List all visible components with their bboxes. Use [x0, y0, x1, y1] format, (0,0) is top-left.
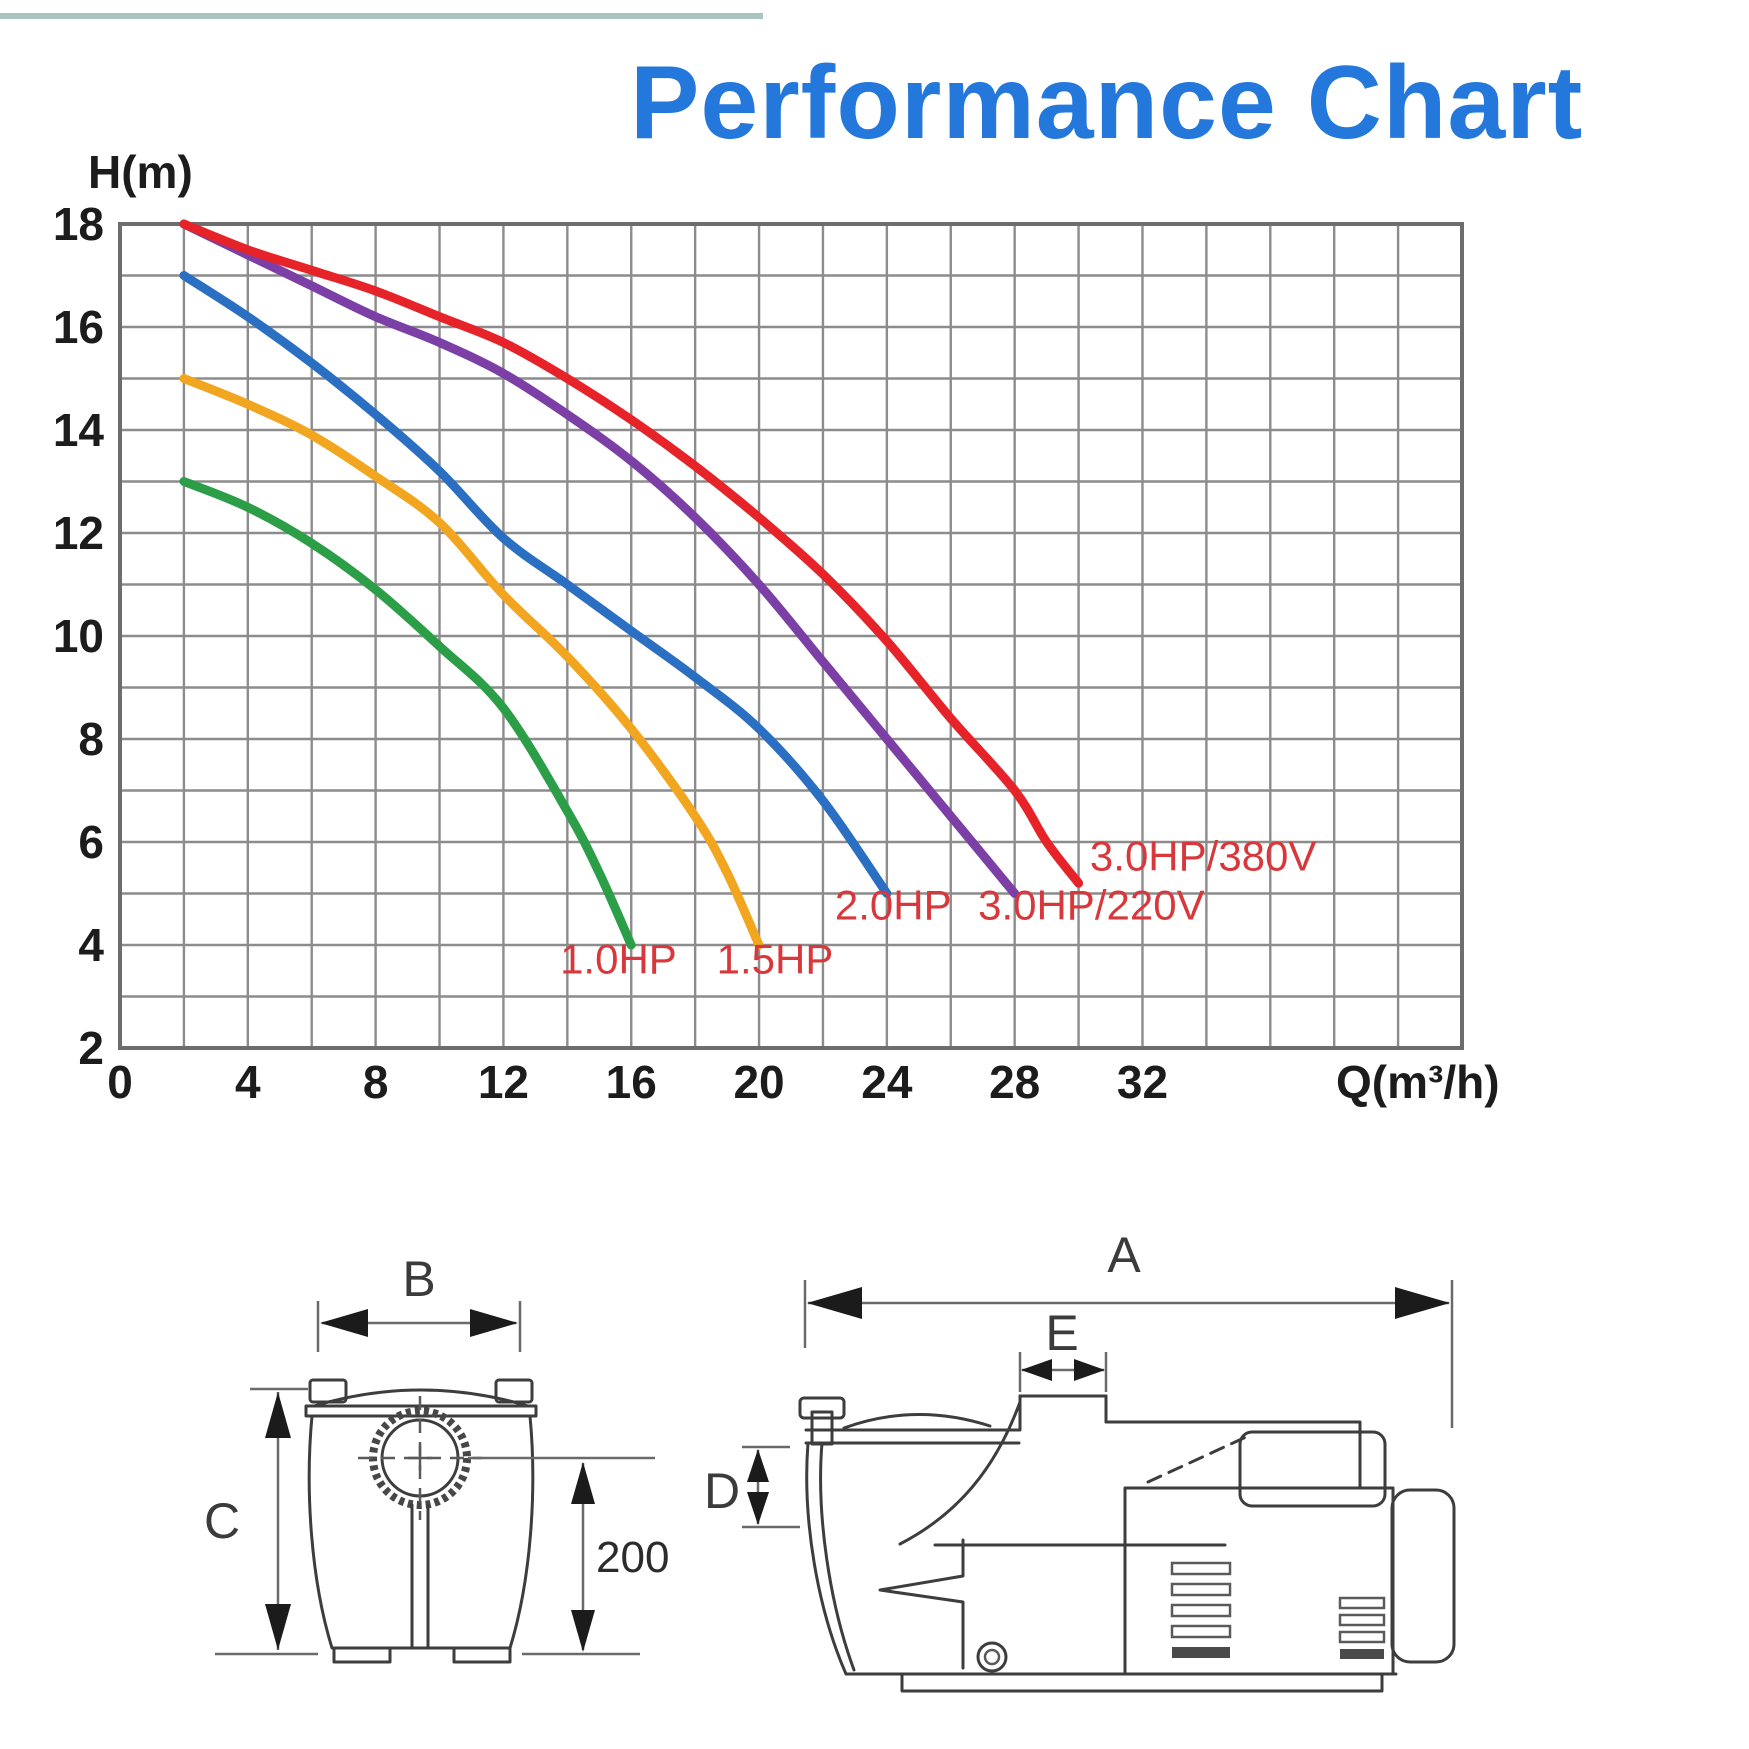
y-tick-label: 8 — [78, 713, 104, 765]
dimension-C: C — [204, 1387, 308, 1650]
arrow-left-icon — [320, 1309, 368, 1337]
pot-body — [307, 1414, 535, 1650]
curve-2.0HP — [179, 271, 892, 898]
side-view-drawing: A E D — [704, 1227, 1456, 1693]
x-tick-label: 8 — [363, 1056, 389, 1108]
x-axis-label: Q(m³/h) — [1336, 1056, 1500, 1108]
curve-label-1.5HP: 1.5HP — [717, 935, 834, 982]
x-tick-label: 28 — [989, 1056, 1040, 1108]
x-tick-label: 16 — [606, 1056, 657, 1108]
arrow-right-icon — [1074, 1359, 1105, 1381]
volute-dashed-edge — [1146, 1435, 1248, 1484]
front-view-drawing: B C — [204, 1251, 669, 1664]
y-tick-label: 12 — [53, 507, 104, 559]
curve-label-1.0HP: 1.0HP — [560, 935, 677, 982]
x-tick-label: 24 — [861, 1056, 913, 1108]
dim-label-200: 200 — [596, 1533, 669, 1582]
pump-front-outline — [304, 1378, 538, 1664]
pump-side-outline — [798, 1394, 1456, 1693]
y-tick-label: 2 — [78, 1022, 104, 1074]
x-tick-label: 32 — [1117, 1056, 1168, 1108]
lid-dome — [312, 1388, 530, 1408]
y-tick-label: 18 — [53, 198, 104, 250]
arrow-right-icon — [470, 1309, 518, 1337]
pot-wall-outer — [805, 1441, 848, 1676]
arrow-down-icon — [571, 1610, 595, 1652]
volute-curve — [898, 1400, 1022, 1546]
motor-body — [1123, 1486, 1395, 1676]
dimension-B: B — [316, 1251, 522, 1352]
dimension-E: E — [1018, 1305, 1108, 1392]
dim-label-B: B — [402, 1251, 435, 1307]
y-tick-label: 16 — [53, 301, 104, 353]
x-tick-label: 20 — [733, 1056, 784, 1108]
dim-label-A: A — [1107, 1227, 1141, 1283]
dim-label-E: E — [1045, 1305, 1078, 1361]
curve-label-3.0HP/220V: 3.0HP/220V — [978, 881, 1205, 928]
curve-1.0HP — [179, 477, 636, 950]
x-tick-label: 4 — [235, 1056, 261, 1108]
y-tick-label: 6 — [78, 816, 104, 868]
curve-3.0HP/220V — [179, 219, 1020, 898]
dimension-200: 200 — [468, 1456, 669, 1652]
arrow-down-icon — [265, 1604, 291, 1650]
page-title: Performance Chart — [630, 45, 1584, 161]
curve-1.5HP — [179, 374, 764, 950]
motor-vents — [1170, 1561, 1386, 1659]
junction-box — [1238, 1430, 1387, 1508]
foot-left — [332, 1646, 392, 1664]
arrow-down-icon — [747, 1492, 769, 1525]
plot-border — [118, 222, 1464, 1050]
dimension-D: D — [704, 1445, 800, 1529]
curve-3.0HP/380V — [179, 219, 1084, 888]
suction-port-ring — [369, 1407, 471, 1509]
lid-clamp — [798, 1396, 846, 1420]
base-plate — [900, 1672, 1384, 1693]
performance-chart-svg: 18 16 14 12 10 8 6 4 20 4 8 12 16 20 24 28 32 H(m) Q(m³/h)… — [53, 146, 1500, 1108]
arrow-left-icon — [807, 1287, 862, 1319]
x-tick-label: 12 — [478, 1056, 529, 1108]
dimension-drawings-svg: B C — [204, 1227, 1456, 1693]
top-divider-line — [0, 13, 763, 19]
lid-dome — [842, 1412, 992, 1430]
arrow-up-icon — [747, 1449, 769, 1482]
dim-label-D: D — [704, 1463, 740, 1519]
y-tick-label: 10 — [53, 610, 104, 662]
flow-pointer — [878, 1538, 965, 1670]
curve-label-3.0HP/380V: 3.0HP/380V — [1090, 832, 1317, 879]
arrow-left-icon — [1021, 1359, 1052, 1381]
y-tick-label: 4 — [78, 919, 104, 971]
y-axis-label: H(m) — [88, 146, 193, 198]
arrow-up-icon — [265, 1392, 291, 1438]
curve-label-2.0HP: 2.0HP — [835, 881, 952, 928]
drain-plug — [976, 1641, 1008, 1673]
motor-end-cap — [1390, 1488, 1456, 1664]
volute-bracket — [1104, 1420, 1362, 1490]
arrow-right-icon — [1395, 1287, 1450, 1319]
dim-label-C: C — [204, 1493, 240, 1549]
pot-wall-inner — [819, 1441, 856, 1672]
arrow-up-icon — [571, 1462, 595, 1504]
foot-right — [452, 1646, 512, 1664]
x-tick-label: 0 — [107, 1056, 133, 1108]
dimension-A: A — [803, 1227, 1454, 1428]
y-tick-label: 14 — [53, 404, 105, 456]
